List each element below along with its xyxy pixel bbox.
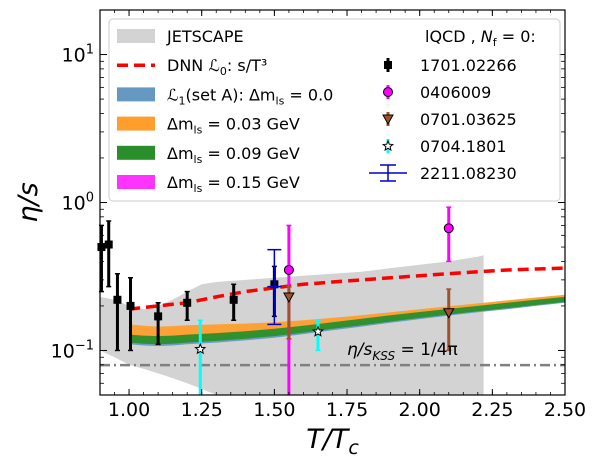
point-4-0: [267, 248, 282, 326]
legend-point-label: 0704.1801: [420, 137, 507, 156]
y-tick-label-0: 10−1: [51, 338, 94, 362]
y-tick-label-1: 100: [62, 191, 94, 215]
point-2-0: [283, 285, 295, 340]
legend-point-label: 0406009: [420, 83, 491, 102]
y-axis-title: η/s: [13, 182, 44, 222]
plot-clip-group: [100, 255, 565, 395]
legend-entry-1: DNN ℒ0: s/T³: [117, 56, 267, 78]
point-0-3: [126, 277, 135, 352]
legend-entry-3: Δmls = 0.03 GeV: [117, 115, 300, 137]
x-tick-label-4: 2.00: [399, 399, 441, 421]
legend-marker: [384, 61, 392, 69]
point-0-4: [154, 302, 163, 346]
legend-box: [108, 18, 561, 202]
point-0-6: [229, 283, 238, 322]
point-2-1: [442, 288, 455, 352]
point-0-2: [113, 272, 122, 352]
legend-point-entry-4: 2211.08230: [369, 164, 517, 183]
legend-entry-0: JETSCAPE: [117, 27, 244, 46]
legend-label: Δmls = 0.03 GeV: [167, 115, 300, 137]
legend-marker: [381, 139, 395, 152]
x-tick-label-3: 1.75: [326, 399, 368, 421]
legend-marker: [382, 114, 394, 126]
y-tick-label-2: 101: [62, 43, 94, 67]
point-marker: [194, 342, 207, 355]
point-0-5: [183, 290, 192, 322]
legend-swatch: [117, 145, 155, 160]
band-1: [129, 294, 565, 341]
axes: 1.00 1.25 1.50 1.75 2.00 2.25 2.50 10−1 100 101: [51, 9, 586, 421]
x-axis-title: T/Tc: [306, 424, 359, 459]
point-marker: [183, 298, 192, 307]
legend-point-label: 1701.02266: [420, 56, 517, 75]
legend-point-entry-0: 1701.02266: [384, 56, 517, 75]
legend: JETSCAPE DNN ℒ0: s/T³ ℒ1(set A): Δmls = 0.…: [108, 18, 561, 202]
point-marker: [229, 295, 238, 304]
legend-swatch: [117, 175, 155, 189]
legend-point-entry-3: 0704.1801: [381, 137, 507, 156]
point-marker: [443, 223, 454, 234]
x-tick-label-5: 2.25: [471, 399, 513, 421]
point-marker: [283, 292, 295, 303]
point-1-1: [443, 206, 454, 263]
point-marker: [154, 312, 163, 321]
legend-label: Δmls = 0.15 GeV: [167, 173, 300, 195]
legend-entry-5: Δmls = 0.15 GeV: [117, 173, 300, 195]
x-tick-label-6: 2.50: [544, 399, 586, 421]
point-3-1: [311, 319, 324, 352]
x-tick-label-0: 1.00: [108, 399, 150, 421]
legend-label: Δmls = 0.09 GeV: [167, 144, 300, 166]
point-marker: [283, 264, 294, 275]
legend-marker: [383, 87, 393, 97]
point-marker: [442, 308, 455, 319]
point-0-1: [104, 220, 113, 288]
legend-point-label: 0701.03625: [420, 110, 517, 129]
legend-entry-2: ℒ1(set A): Δmls = 0.0: [117, 85, 333, 107]
point-marker: [113, 295, 122, 304]
legend-label: JETSCAPE: [166, 27, 244, 46]
legend-entry-4: Δmls = 0.09 GeV: [117, 144, 300, 166]
legend-swatch: [117, 116, 155, 131]
legend-swatch: [117, 29, 155, 43]
legend-label: DNN ℒ0: s/T³: [167, 56, 267, 78]
legend-point-entry-1: 0406009: [383, 83, 491, 102]
point-marker: [126, 301, 135, 310]
point-3-0: [194, 319, 207, 395]
legend-swatch: [117, 87, 155, 102]
x-tick-label-1: 1.25: [181, 399, 223, 421]
kss-annotation: η/sKSS = 1/4π: [347, 340, 458, 363]
legend-right-title: lQCD , Nf = 0:: [425, 27, 536, 49]
x-tick-label-2: 1.50: [253, 399, 295, 421]
plot-area: [97, 206, 565, 395]
band-2: [129, 296, 565, 345]
point-marker: [311, 325, 324, 337]
legend-point-entry-2: 0701.03625: [382, 110, 517, 129]
point-marker: [104, 240, 113, 249]
legend-point-label: 2211.08230: [420, 164, 517, 183]
legend-label: ℒ1(set A): Δmls = 0.0: [167, 85, 333, 107]
